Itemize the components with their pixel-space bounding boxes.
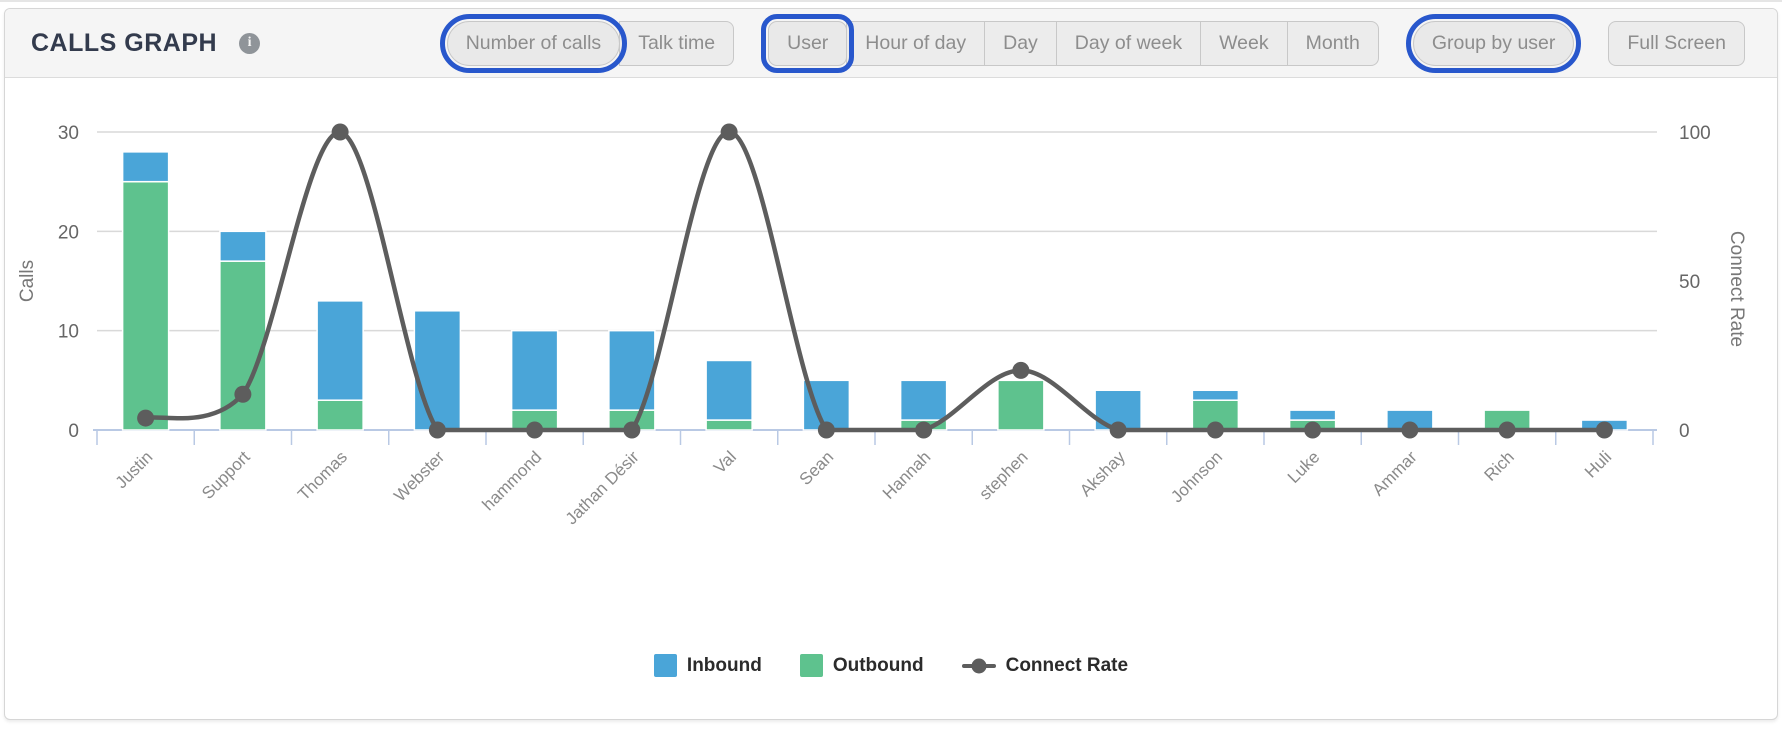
button-number-of-calls[interactable]: Number of calls <box>439 13 628 73</box>
connect-rate-dot-stephen[interactable] <box>1012 361 1030 379</box>
legend-item-outbound[interactable]: Outbound <box>799 654 924 677</box>
legend-label: Outbound <box>832 654 924 676</box>
x-axis-label-sean: Sean <box>796 447 838 489</box>
connect-rate-dot-jathan-d-sir[interactable] <box>623 421 641 439</box>
x-axis-label-stephen: stephen <box>975 447 1031 503</box>
x-axis-label-hammond: hammond <box>479 447 546 514</box>
connect-rate-dot-support[interactable] <box>234 385 252 403</box>
outbound-swatch-icon <box>799 654 823 677</box>
x-axis-label-justin: Justin <box>112 447 157 492</box>
grouping-toggle-group: User Hour of day Day Day of week Week Month <box>761 13 1379 73</box>
full-screen-button[interactable]: Full Screen <box>1608 20 1745 66</box>
button-day[interactable]: Day <box>984 20 1057 66</box>
connect-rate-line-icon <box>961 663 996 668</box>
y-axis-tick-label: 0 <box>68 421 79 442</box>
bar-segment-inbound-justin[interactable] <box>121 151 170 183</box>
y-axis-tick-label: 30 <box>58 123 79 144</box>
connect-rate-dot-ammar[interactable] <box>1401 421 1419 439</box>
right-axis-tick-label: 50 <box>1679 272 1700 293</box>
button-talk-time[interactable]: Talk time <box>619 20 735 66</box>
button-day-of-week[interactable]: Day of week <box>1055 20 1202 66</box>
bar-segment-inbound-luke[interactable] <box>1288 409 1337 421</box>
y-axis-tick-label: 20 <box>58 222 79 243</box>
button-month[interactable]: Month <box>1286 20 1379 66</box>
x-axis-label-johnson: Johnson <box>1167 447 1226 506</box>
x-axis-label-ammar: Ammar <box>1369 447 1421 499</box>
connect-rate-dot-sean[interactable] <box>817 421 835 439</box>
x-axis-label-support: Support <box>198 447 254 503</box>
bar-segment-inbound-webster[interactable] <box>413 310 462 431</box>
connect-rate-dot-rich[interactable] <box>1498 421 1516 439</box>
bar-segment-inbound-hammond[interactable] <box>510 329 559 411</box>
bar-segment-outbound-justin[interactable] <box>121 180 170 431</box>
bar-segment-inbound-support[interactable] <box>219 230 267 262</box>
chart-area: 0 10 20 30 Calls 0 50 100 Connect Rate Justin Supp… <box>5 78 1777 717</box>
x-axis-label-jathan-d-sir: Jathan Désir <box>562 447 643 528</box>
button-week[interactable]: Week <box>1200 20 1288 66</box>
connect-rate-dot-huli[interactable] <box>1595 421 1613 439</box>
page-title: CALLS GRAPH <box>31 28 218 57</box>
bar-segment-outbound-val[interactable] <box>705 419 753 431</box>
title-wrap: CALLS GRAPH <box>31 28 261 58</box>
connect-rate-dot-hammond[interactable] <box>526 421 544 439</box>
bar-segment-inbound-thomas[interactable] <box>316 300 364 401</box>
inbound-swatch-icon <box>653 654 677 677</box>
legend-label: Connect Rate <box>1005 654 1129 676</box>
y-axis-title: Calls <box>17 260 38 302</box>
bar-segment-outbound-stephen[interactable] <box>997 379 1045 431</box>
x-axis-label-luke: Luke <box>1284 447 1324 487</box>
connect-rate-dot-luke[interactable] <box>1304 421 1322 439</box>
connect-rate-dot-akshay[interactable] <box>1109 421 1127 439</box>
legend-label: Inbound <box>686 654 762 676</box>
x-axis-label-akshay: Akshay <box>1076 447 1129 500</box>
bar-segment-inbound-hannah[interactable] <box>899 379 948 421</box>
x-axis-label-thomas: Thomas <box>294 447 351 504</box>
bar-segment-outbound-support[interactable] <box>219 260 267 431</box>
button-hour-of-day[interactable]: Hour of day <box>846 20 986 66</box>
view-toggle-group: Number of calls Talk time <box>439 13 735 73</box>
right-axis-tick-label: 100 <box>1679 123 1711 144</box>
chart-legend: Inbound Outbound Connect Rate <box>5 654 1777 677</box>
right-axis-tick-label: 0 <box>1679 421 1690 442</box>
connect-rate-dot-justin[interactable] <box>137 409 155 427</box>
right-axis-title: Connect Rate <box>1726 231 1747 347</box>
page-top-divider <box>0 0 1782 2</box>
calls-chart: 0 10 20 30 Calls 0 50 100 Connect Rate Justin Supp… <box>17 123 1747 528</box>
x-axis-label-rich: Rich <box>1480 447 1517 484</box>
toolbar: Number of calls Talk time User Hour of day… <box>439 13 1751 73</box>
x-axis-label-val: Val <box>710 447 740 477</box>
connect-rate-dot-webster[interactable] <box>428 421 446 439</box>
connect-rate-dot-hannah[interactable] <box>915 421 933 439</box>
connect-rate-dot-thomas[interactable] <box>331 123 349 141</box>
x-axis-label-hannah: Hannah <box>879 447 935 503</box>
group-by-user-button[interactable]: Group by user <box>1405 13 1582 73</box>
legend-item-connect-rate[interactable]: Connect Rate <box>961 654 1129 677</box>
connect-rate-dot-johnson[interactable] <box>1206 421 1224 439</box>
legend-item-inbound[interactable]: Inbound <box>653 654 762 677</box>
bar-segment-outbound-thomas[interactable] <box>316 399 364 431</box>
connect-rate-dot-val[interactable] <box>720 123 738 141</box>
bar-segment-inbound-johnson[interactable] <box>1191 389 1240 401</box>
y-axis-tick-label: 10 <box>58 322 79 343</box>
x-axis-label-webster: Webster <box>390 447 448 505</box>
bar-segment-inbound-val[interactable] <box>705 359 753 421</box>
connect-rate-line <box>145 129 1605 433</box>
button-user[interactable]: User <box>761 13 855 73</box>
info-icon[interactable] <box>239 32 261 54</box>
x-axis-label-huli: Huli <box>1581 447 1615 481</box>
